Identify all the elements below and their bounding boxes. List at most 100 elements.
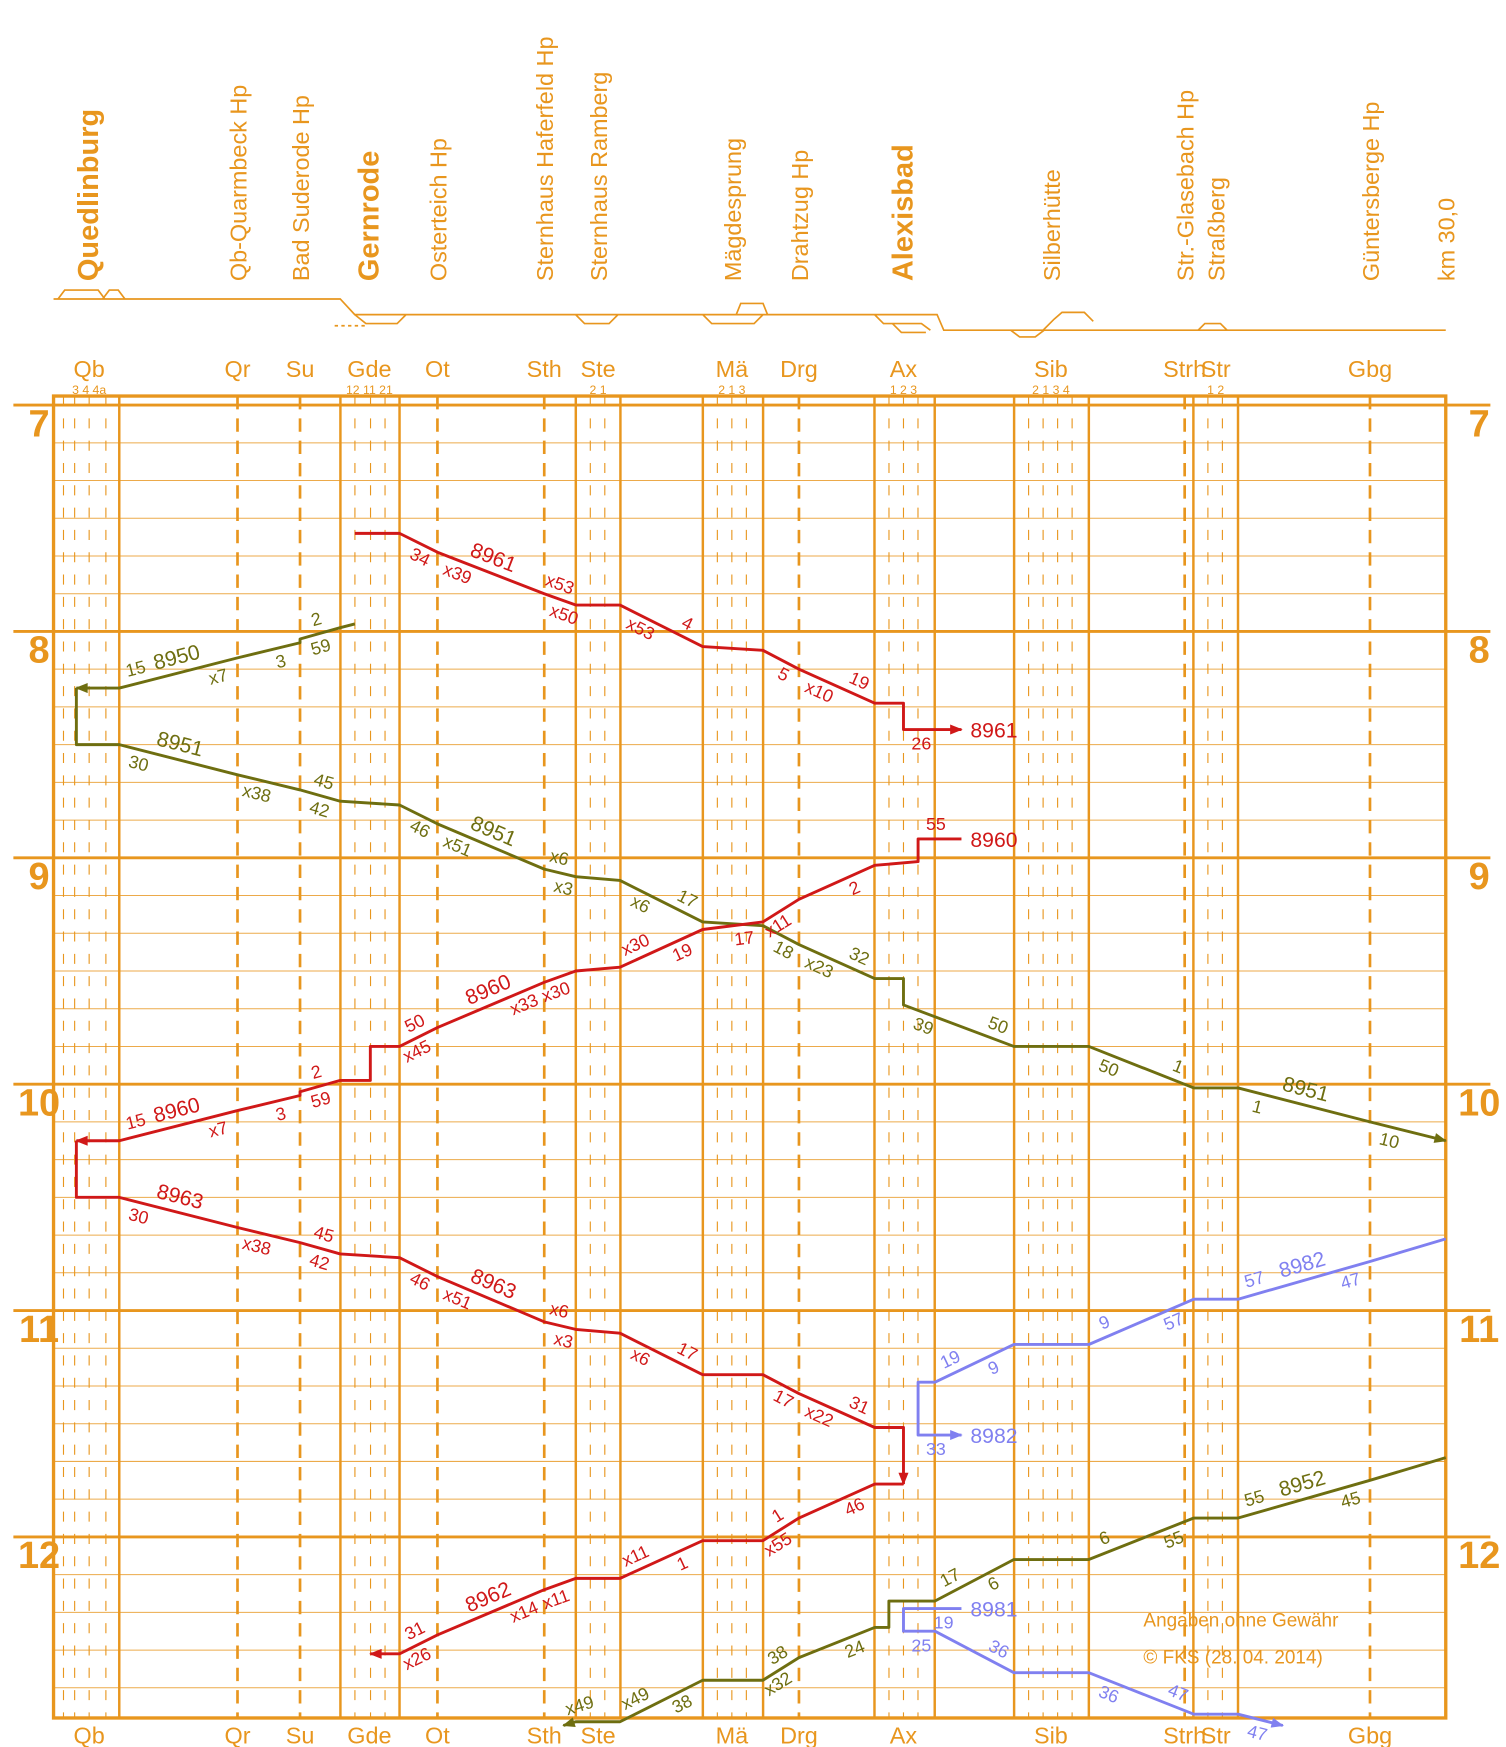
time-label: 57 — [1242, 1267, 1267, 1292]
time-label: 59 — [308, 635, 333, 660]
track-numbers: 1 2 3 — [890, 383, 917, 397]
time-label: 25 — [911, 1635, 931, 1655]
time-label: 42 — [307, 1250, 332, 1275]
station-name: Str.-Glasebach Hp — [1173, 90, 1199, 281]
train-number: 8982 — [970, 1425, 1017, 1448]
time-label: 45 — [312, 1222, 337, 1247]
station-abbr: Su — [286, 1723, 315, 1747]
time-label: x11 — [761, 910, 795, 942]
station-abbr: Ste — [581, 1723, 616, 1747]
station-abbr: Drg — [780, 1723, 818, 1747]
y-tick-label: 7 — [28, 403, 49, 445]
y-tick-label: 9 — [28, 856, 49, 898]
station-abbr: Strh — [1163, 356, 1206, 382]
time-label: 31 — [846, 1392, 872, 1418]
time-label: 3 — [274, 650, 288, 672]
station-abbr: Qr — [224, 1723, 250, 1747]
time-label: 1 — [768, 1504, 787, 1526]
track-line — [1042, 311, 1094, 331]
time-label: x49 — [563, 1692, 596, 1720]
note: © FKS (28. 04. 2014) — [1143, 1647, 1322, 1668]
y-tick-label: 12 — [1458, 1535, 1500, 1577]
track-line — [891, 322, 926, 334]
train-number: 8961 — [467, 539, 519, 577]
y-tick-label: 9 — [1469, 856, 1490, 898]
time-label: 3 — [274, 1103, 288, 1125]
train-line — [75, 622, 356, 694]
station-name: Bad Suderode Hp — [288, 95, 314, 281]
station-abbr: Mä — [716, 1723, 749, 1747]
track-line — [354, 313, 407, 325]
time-label: 26 — [911, 734, 931, 754]
station-abbr: Ot — [425, 356, 450, 382]
train-line — [369, 1482, 904, 1659]
station-name: Mägdesprung — [720, 138, 746, 281]
y-tick-label: 8 — [28, 630, 49, 672]
station-abbr: Sth — [527, 1723, 562, 1747]
station-name: Alexisbad — [887, 144, 919, 281]
train-line — [74, 688, 1447, 1143]
time-label: x26 — [400, 1643, 435, 1674]
station-name: Straßberg — [1204, 177, 1230, 281]
time-label: 45 — [1338, 1487, 1363, 1512]
track-numbers: 12 11 21 — [346, 383, 393, 397]
track-line — [101, 289, 126, 300]
track-line — [874, 314, 931, 331]
track-line — [702, 314, 764, 325]
time-label: x6 — [548, 846, 571, 870]
time-label: 45 — [312, 769, 337, 794]
time-label: 50 — [985, 1012, 1011, 1038]
time-label: x32 — [760, 1668, 795, 1700]
train-number: 8981 — [970, 1598, 1017, 1621]
station-abbr: Ax — [890, 356, 918, 382]
train-line — [902, 1607, 1285, 1728]
station-abbr: Gbg — [1348, 356, 1392, 382]
train-number: 8982 — [1276, 1248, 1328, 1283]
train-number: 8952 — [1276, 1466, 1328, 1501]
time-label: x53 — [623, 613, 658, 644]
note: Angaben ohne Gewähr — [1143, 1611, 1338, 1632]
station-abbr: Str — [1201, 1723, 1231, 1747]
time-label: 47 — [1165, 1680, 1191, 1706]
track-line — [53, 298, 1446, 332]
train-number: 8963 — [467, 1265, 519, 1305]
station-abbr: Qb — [74, 1723, 105, 1747]
time-label: x7 — [207, 665, 230, 689]
time-label: x10 — [802, 677, 836, 707]
station-abbr: Ax — [890, 1723, 918, 1747]
train-number: 8961 — [970, 719, 1017, 742]
track-numbers: 3 4 4a — [72, 383, 106, 397]
time-label: 59 — [308, 1087, 333, 1112]
track-line — [57, 289, 106, 300]
station-abbr: Ste — [581, 356, 616, 382]
frame — [51, 394, 1448, 1720]
time-label: x6 — [548, 1298, 571, 1322]
note-box — [1132, 1597, 1380, 1678]
station-abbr: Sib — [1034, 1723, 1068, 1747]
time-label: 2 — [309, 1061, 324, 1083]
station-name: Quedlinburg — [73, 109, 105, 281]
station-abbr: Gde — [347, 1723, 391, 1747]
station-abbr: Su — [286, 356, 315, 382]
train-line — [75, 837, 962, 1146]
time-label: 55 — [1242, 1486, 1267, 1511]
time-label: x38 — [240, 780, 273, 806]
track-line — [575, 314, 619, 325]
station-abbr: Gde — [347, 356, 391, 382]
time-label: x23 — [802, 952, 836, 982]
train-line — [562, 1456, 1447, 1728]
time-label: x38 — [240, 1233, 273, 1259]
station-abbr: Mä — [716, 356, 749, 382]
track-numbers: 2 1 — [590, 383, 607, 397]
train-line — [916, 1237, 1447, 1441]
track-numbers: 2 1 3 4 — [1032, 383, 1070, 397]
station-abbr: Qb — [74, 356, 105, 382]
station-name: Güntersberge Hp — [1358, 102, 1384, 282]
y-tick-label: 11 — [1459, 1309, 1499, 1351]
time-label: 17 — [733, 927, 755, 949]
time-label: 19 — [934, 1613, 954, 1633]
time-label: 15 — [124, 657, 148, 681]
